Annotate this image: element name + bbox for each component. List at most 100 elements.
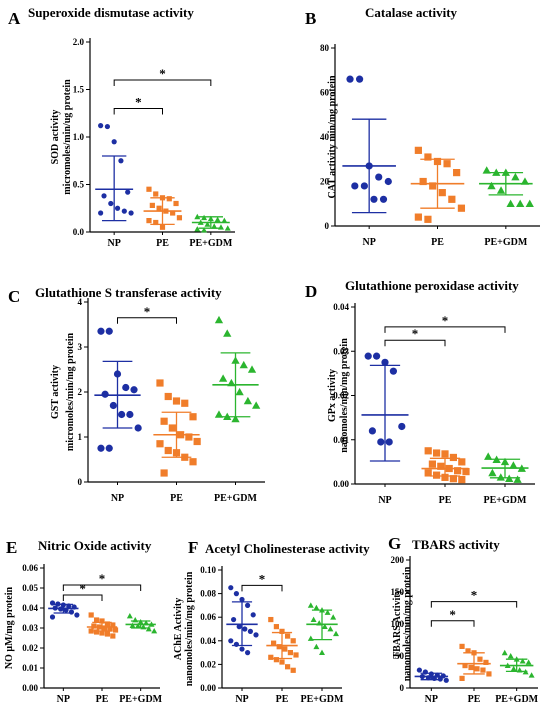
significance-bracket bbox=[113, 108, 163, 115]
data-point bbox=[509, 461, 518, 469]
data-point bbox=[273, 657, 279, 663]
data-point bbox=[488, 468, 497, 477]
data-point bbox=[313, 643, 320, 650]
data-point bbox=[424, 153, 432, 161]
data-point bbox=[101, 193, 107, 199]
panel-letter: A bbox=[8, 9, 21, 28]
data-point bbox=[239, 360, 248, 369]
data-point bbox=[285, 633, 291, 639]
data-point bbox=[118, 410, 126, 419]
data-point bbox=[379, 195, 388, 203]
data-point bbox=[480, 667, 486, 673]
data-point bbox=[130, 386, 138, 394]
y-tick-label: 1 bbox=[78, 432, 83, 442]
significance-star: * bbox=[79, 581, 86, 596]
significance-bracket bbox=[384, 339, 446, 347]
data-point bbox=[91, 623, 97, 629]
significance-bracket bbox=[117, 317, 177, 324]
data-point bbox=[145, 626, 152, 632]
data-point bbox=[462, 468, 470, 476]
data-point bbox=[108, 200, 114, 207]
y-axis-label: CAT activity min/mg protein bbox=[327, 75, 338, 198]
data-point bbox=[384, 177, 392, 186]
data-point bbox=[114, 205, 121, 211]
y-axis-label: AChE Activity bbox=[173, 598, 184, 661]
data-point bbox=[134, 623, 141, 629]
y-tick-label: 0.00 bbox=[333, 479, 349, 489]
data-point bbox=[221, 217, 228, 223]
y-tick-label: 0 bbox=[400, 683, 405, 693]
x-tick-label: PE+GDM bbox=[301, 694, 344, 705]
data-point bbox=[194, 213, 201, 220]
y-tick-label: 0.00 bbox=[22, 683, 38, 693]
data-point bbox=[181, 399, 189, 407]
data-point bbox=[245, 650, 251, 656]
y-tick-label: 0 bbox=[325, 221, 330, 231]
x-tick-label: PE bbox=[439, 495, 452, 506]
y-tick-label: 0.06 bbox=[22, 563, 38, 573]
data-point bbox=[375, 173, 383, 181]
x-tick-label: NP bbox=[111, 493, 124, 504]
data-point bbox=[290, 638, 296, 644]
data-point bbox=[487, 181, 496, 190]
data-point bbox=[101, 390, 109, 398]
data-point bbox=[239, 646, 245, 652]
data-point bbox=[457, 204, 466, 212]
data-point bbox=[419, 177, 427, 186]
data-point bbox=[121, 208, 127, 214]
data-point bbox=[268, 616, 274, 623]
x-tick-label: NP bbox=[107, 238, 120, 249]
data-point bbox=[164, 392, 172, 401]
data-point bbox=[287, 650, 293, 656]
panel-letter: B bbox=[305, 9, 316, 28]
y-tick-label: 0.06 bbox=[200, 612, 216, 622]
data-point bbox=[223, 329, 232, 337]
y-tick-label: 0.01 bbox=[22, 663, 38, 673]
data-point bbox=[97, 444, 105, 452]
panel-D: D Glutathione peroxidase activity 0.00 0.01… bbox=[305, 278, 535, 506]
data-point bbox=[201, 227, 208, 233]
data-point bbox=[506, 199, 515, 208]
y-tick-label: 2 bbox=[78, 387, 83, 397]
data-point bbox=[433, 471, 441, 479]
data-point bbox=[170, 210, 176, 216]
data-point bbox=[510, 665, 517, 672]
data-point bbox=[351, 182, 359, 190]
data-point bbox=[279, 659, 285, 665]
data-point bbox=[360, 182, 368, 190]
data-point bbox=[268, 654, 274, 660]
data-point bbox=[321, 623, 328, 630]
y-tick-label: 0 bbox=[78, 477, 83, 487]
data-point bbox=[97, 327, 105, 335]
data-point bbox=[88, 612, 94, 618]
data-point bbox=[271, 640, 277, 646]
y-tick-label: 150 bbox=[391, 587, 405, 597]
panel-letter: F bbox=[188, 538, 198, 557]
data-point bbox=[424, 447, 432, 455]
x-tick-label: NP bbox=[57, 694, 70, 705]
data-point bbox=[112, 627, 119, 633]
data-point bbox=[99, 630, 105, 636]
data-point bbox=[189, 458, 197, 466]
data-point bbox=[201, 214, 208, 221]
significance-star: * bbox=[99, 571, 106, 586]
data-point bbox=[166, 196, 172, 202]
data-point bbox=[324, 609, 331, 615]
x-tick-label: PE+GDM bbox=[484, 495, 527, 506]
data-point bbox=[443, 677, 449, 683]
y-tick-label: 0.03 bbox=[333, 346, 349, 356]
y-tick-label: 0.0 bbox=[73, 227, 85, 237]
data-point bbox=[185, 433, 193, 441]
data-point bbox=[122, 383, 130, 392]
data-point bbox=[172, 397, 181, 405]
x-tick-label: PE+GDM bbox=[189, 238, 232, 249]
data-point bbox=[449, 475, 457, 483]
data-point bbox=[525, 199, 534, 208]
data-point bbox=[441, 450, 449, 458]
data-point bbox=[228, 638, 234, 644]
data-point bbox=[477, 656, 483, 662]
data-point bbox=[146, 186, 152, 192]
data-point bbox=[474, 666, 480, 672]
data-point bbox=[516, 199, 525, 208]
y-axis-label: SOD activity bbox=[50, 110, 61, 165]
